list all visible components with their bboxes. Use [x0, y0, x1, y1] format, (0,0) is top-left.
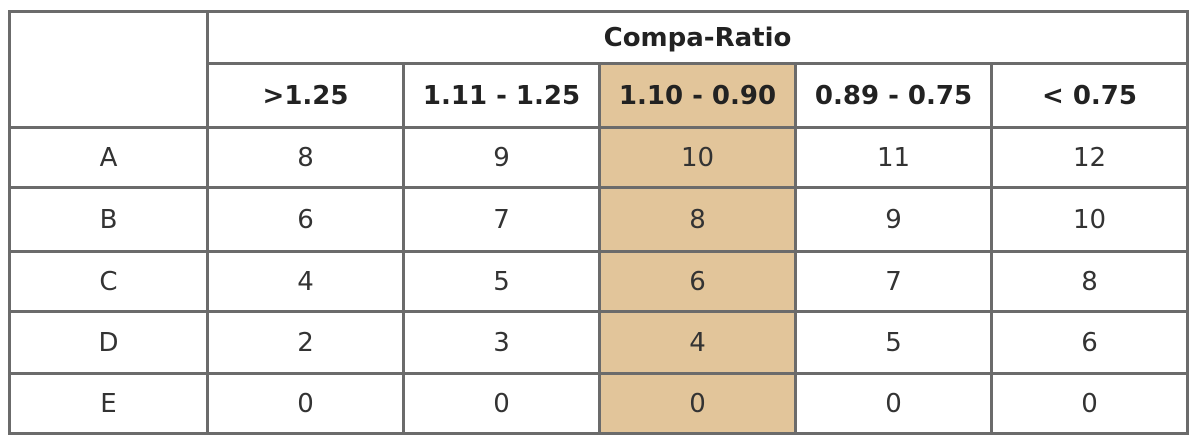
compa-ratio-table: Compa-Ratio >1.25 1.11 - 1.25 1.10 - 0.90 0… — [8, 10, 1189, 435]
table-cell: 12 — [990, 126, 1189, 189]
table-cell: 0 — [794, 372, 993, 435]
column-header: 1.11 - 1.25 — [402, 62, 601, 129]
corner-cell — [8, 10, 209, 129]
table-cell: 9 — [794, 186, 993, 253]
row-label: D — [8, 310, 209, 375]
table-cell: 5 — [794, 310, 993, 375]
table-cell: 0 — [598, 372, 797, 435]
row-label: B — [8, 186, 209, 253]
table-cell: 4 — [598, 310, 797, 375]
table-cell: 0 — [402, 372, 601, 435]
row-label: C — [8, 250, 209, 313]
table-cell: 9 — [402, 126, 601, 189]
table-cell: 8 — [206, 126, 405, 189]
column-header: 0.89 - 0.75 — [794, 62, 993, 129]
table-cell: 5 — [402, 250, 601, 313]
column-header: >1.25 — [206, 62, 405, 129]
table-cell: 0 — [206, 372, 405, 435]
row-label: A — [8, 126, 209, 189]
table-cell: 6 — [990, 310, 1189, 375]
table-cell: 10 — [598, 126, 797, 189]
column-header: 1.10 - 0.90 — [598, 62, 797, 129]
table-row: B 6 7 8 9 10 — [8, 186, 1189, 253]
table-cell: 6 — [598, 250, 797, 313]
table-cell: 6 — [206, 186, 405, 253]
table-cell: 4 — [206, 250, 405, 313]
table-row: A 8 9 10 11 12 — [8, 126, 1189, 189]
table-cell: 8 — [598, 186, 797, 253]
table-cell: 7 — [402, 186, 601, 253]
column-header: < 0.75 — [990, 62, 1189, 129]
table-cell: 0 — [990, 372, 1189, 435]
table-cell: 8 — [990, 250, 1189, 313]
group-header: Compa-Ratio — [206, 10, 1189, 65]
table-cell: 10 — [990, 186, 1189, 253]
table-cell: 7 — [794, 250, 993, 313]
table-cell: 3 — [402, 310, 601, 375]
table-cell: 11 — [794, 126, 993, 189]
row-label: E — [8, 372, 209, 435]
table-cell: 2 — [206, 310, 405, 375]
